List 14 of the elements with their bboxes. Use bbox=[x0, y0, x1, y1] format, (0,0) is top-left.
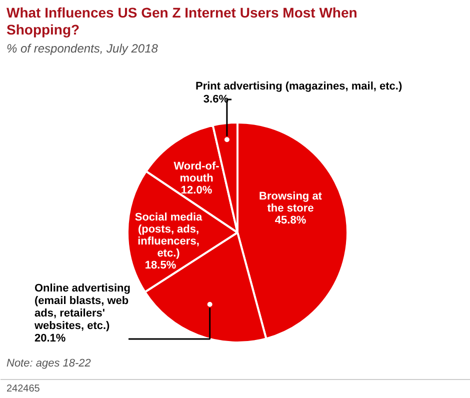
slice-label: Social media (posts, ads, influencers, etc.) bbox=[134, 212, 204, 260]
slice-label: Online advertising (email blasts, web ads, retailers' websites, etc.) bbox=[34, 282, 130, 332]
data-label: 3.6% bbox=[203, 94, 229, 106]
slice-label: Print advertising (magazines, mail, etc.) bbox=[196, 80, 402, 92]
slice-label: Browsing at the store bbox=[259, 190, 322, 214]
text: 242465 bbox=[6, 384, 40, 394]
chart-title: What Influences US Gen Z Internet Users Most When Shopping? bbox=[6, 4, 358, 38]
slice-label: Word-of-mouth bbox=[174, 160, 220, 184]
data-label: 18.5% bbox=[144, 260, 176, 272]
chart-subtitle: % of respondents, July 2018 bbox=[6, 42, 158, 56]
data-label: 45.8% bbox=[274, 214, 306, 226]
data-label: 20.1% bbox=[34, 332, 66, 344]
text: Note: ages 18-22 bbox=[6, 358, 91, 370]
data-label: 12.0% bbox=[180, 184, 212, 196]
